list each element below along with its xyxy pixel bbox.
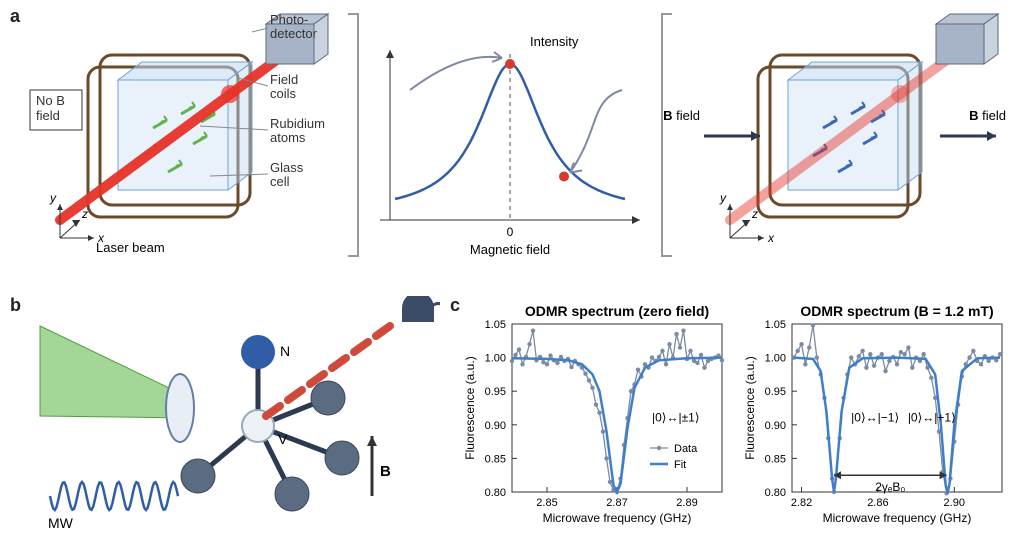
svg-text:0.85: 0.85: [485, 453, 506, 465]
svg-text:0.95: 0.95: [485, 386, 506, 398]
svg-text:detector: detector: [270, 26, 318, 41]
svg-text:0.85: 0.85: [765, 453, 786, 465]
svg-text:B field: B field: [663, 108, 700, 123]
svg-text:y: y: [49, 191, 57, 205]
svg-text:Microwave frequency (GHz): Microwave frequency (GHz): [543, 511, 692, 525]
panel-a: x y z No Bfield Photo-detector Fieldcoils Rubi…: [0, 0, 1024, 280]
svg-text:2γₑB₀: 2γₑB₀: [875, 480, 905, 494]
svg-text:|0⟩↔|±1⟩: |0⟩↔|±1⟩: [652, 410, 700, 424]
svg-text:|0⟩↔|−1⟩: |0⟩↔|−1⟩: [851, 410, 899, 424]
svg-text:z: z: [81, 207, 88, 221]
svg-text:0.90: 0.90: [765, 420, 786, 432]
svg-text:0.95: 0.95: [765, 386, 786, 398]
svg-text:0: 0: [507, 225, 514, 239]
svg-text:Magnetic field: Magnetic field: [470, 242, 550, 257]
svg-text:ODMR spectrum (B = 1.2 mT): ODMR spectrum (B = 1.2 mT): [800, 303, 993, 319]
svg-text:x: x: [767, 231, 775, 245]
svg-text:field: field: [36, 108, 60, 123]
svg-text:Glass: Glass: [270, 160, 304, 175]
svg-text:ODMR spectrum (zero field): ODMR spectrum (zero field): [525, 303, 709, 319]
svg-text:Rubidium: Rubidium: [270, 116, 325, 131]
svg-text:N: N: [280, 343, 290, 359]
odmr-plot-zero-field: 0.80 0.85 0.90 0.95 1.00 1.05 2.85 2.87 2.89 Micr…: [463, 303, 724, 525]
atomic-cell-with-field: x y z: [704, 14, 998, 245]
svg-text:1.05: 1.05: [765, 319, 786, 331]
svg-text:0.80: 0.80: [485, 487, 506, 499]
svg-text:Microwave frequency (GHz): Microwave frequency (GHz): [823, 511, 972, 525]
panel-b: N V MW B: [0, 296, 440, 536]
svg-text:2.85: 2.85: [536, 497, 557, 509]
svg-text:No B: No B: [36, 93, 65, 108]
svg-text:1.00: 1.00: [485, 353, 506, 365]
svg-text:atoms: atoms: [270, 130, 306, 145]
svg-text:|0⟩↔|+1⟩: |0⟩↔|+1⟩: [908, 410, 956, 424]
svg-text:1.00: 1.00: [765, 353, 786, 365]
svg-text:1.05: 1.05: [485, 319, 506, 331]
svg-text:z: z: [751, 207, 758, 221]
svg-text:Fluorescence (a.u.): Fluorescence (a.u.): [743, 356, 757, 459]
svg-text:Fit: Fit: [674, 459, 686, 471]
svg-text:Fluorescence (a.u.): Fluorescence (a.u.): [463, 356, 477, 459]
svg-text:Intensity: Intensity: [530, 34, 579, 49]
svg-text:B: B: [380, 463, 391, 480]
svg-text:MW: MW: [48, 515, 74, 531]
svg-text:0.80: 0.80: [765, 487, 786, 499]
svg-text:2.87: 2.87: [606, 497, 627, 509]
svg-text:2.82: 2.82: [791, 497, 812, 509]
odmr-plot-b-field: 0.80 0.85 0.90 0.95 1.00 1.05 2.82 2.86 2.90 Micr…: [743, 303, 1002, 525]
svg-text:2.90: 2.90: [944, 497, 965, 509]
svg-text:coils: coils: [270, 86, 297, 101]
svg-text:y: y: [719, 191, 727, 205]
svg-text:0.90: 0.90: [485, 420, 506, 432]
svg-text:cell: cell: [270, 174, 290, 189]
svg-text:2.86: 2.86: [867, 497, 888, 509]
svg-text:V: V: [278, 431, 288, 447]
svg-text:Laser beam: Laser beam: [96, 240, 165, 255]
svg-text:Field: Field: [270, 72, 298, 87]
svg-text:Photo-: Photo-: [270, 12, 308, 27]
panel-c: 0.80 0.85 0.90 0.95 1.00 1.05 2.85 2.87 2.89 Micr…: [444, 296, 1024, 536]
intensity-curve: 0 Magnetic field Intensity: [380, 34, 640, 257]
svg-text:Data: Data: [674, 443, 698, 455]
svg-text:B field: B field: [969, 108, 1006, 123]
svg-text:2.89: 2.89: [676, 497, 697, 509]
